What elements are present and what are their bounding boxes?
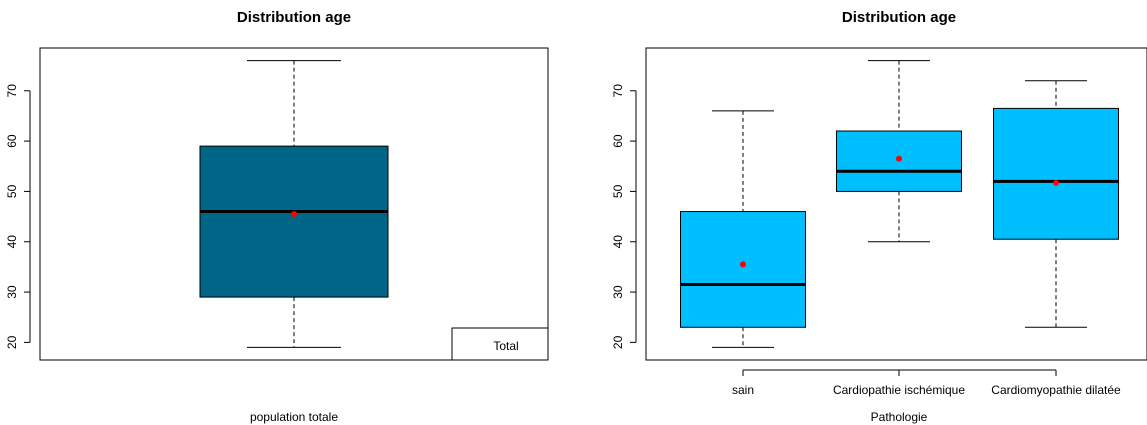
plot-frame-left xyxy=(39,47,549,361)
x-axis-label-left: population totale xyxy=(250,410,338,424)
mean-point xyxy=(1053,179,1059,186)
x-tick-label: Cardiopathie ischémique xyxy=(833,383,965,397)
panel-right: Distribution age 20 30 40 50 60 70 sain Cardio… xyxy=(611,9,1147,424)
plot-frame-right xyxy=(645,47,1147,361)
y-tick-label: 20 xyxy=(611,335,625,349)
mean-point xyxy=(896,155,902,162)
y-tick-label: 70 xyxy=(5,84,19,98)
y-tick-label: 50 xyxy=(5,184,19,198)
legend-frame xyxy=(451,327,549,361)
box-2 xyxy=(836,60,962,243)
y-axis-right: 20 30 40 50 60 70 xyxy=(611,84,637,349)
mean-point xyxy=(740,261,746,268)
mean-point xyxy=(291,211,297,218)
y-tick-label: 60 xyxy=(5,134,19,148)
x-axis-right: sain Cardiopathie ischémique Cardiomyopath… xyxy=(732,369,1121,397)
x-axis-label-right: Pathologie xyxy=(871,410,928,424)
y-tick-label: 30 xyxy=(611,285,625,299)
chart-title-left: Distribution age xyxy=(237,9,351,26)
boxes-left xyxy=(199,60,389,348)
y-tick-label: 60 xyxy=(611,134,625,148)
legend-entry-total: Total xyxy=(493,339,518,353)
y-tick-label: 70 xyxy=(611,84,625,98)
box-1 xyxy=(199,60,389,348)
y-tick-label: 30 xyxy=(5,285,19,299)
y-tick-label: 20 xyxy=(5,335,19,349)
y-tick-label: 40 xyxy=(5,235,19,249)
boxes-right xyxy=(680,60,1119,348)
x-tick-label: Cardiomyopathie dilatée xyxy=(991,383,1121,397)
box-1 xyxy=(680,110,806,348)
iqr-box xyxy=(199,145,389,298)
iqr-box xyxy=(680,211,806,328)
box-3 xyxy=(993,80,1119,328)
panel-left: Distribution age 20 30 40 50 60 70 Total popu… xyxy=(5,9,549,424)
chart-title-right: Distribution age xyxy=(842,9,956,26)
y-axis-left: 20 30 40 50 60 70 xyxy=(5,84,31,349)
y-tick-label: 50 xyxy=(611,184,625,198)
x-tick-label: sain xyxy=(732,383,754,397)
legend: Total xyxy=(451,327,549,361)
y-tick-label: 40 xyxy=(611,235,625,249)
iqr-box xyxy=(993,107,1119,240)
